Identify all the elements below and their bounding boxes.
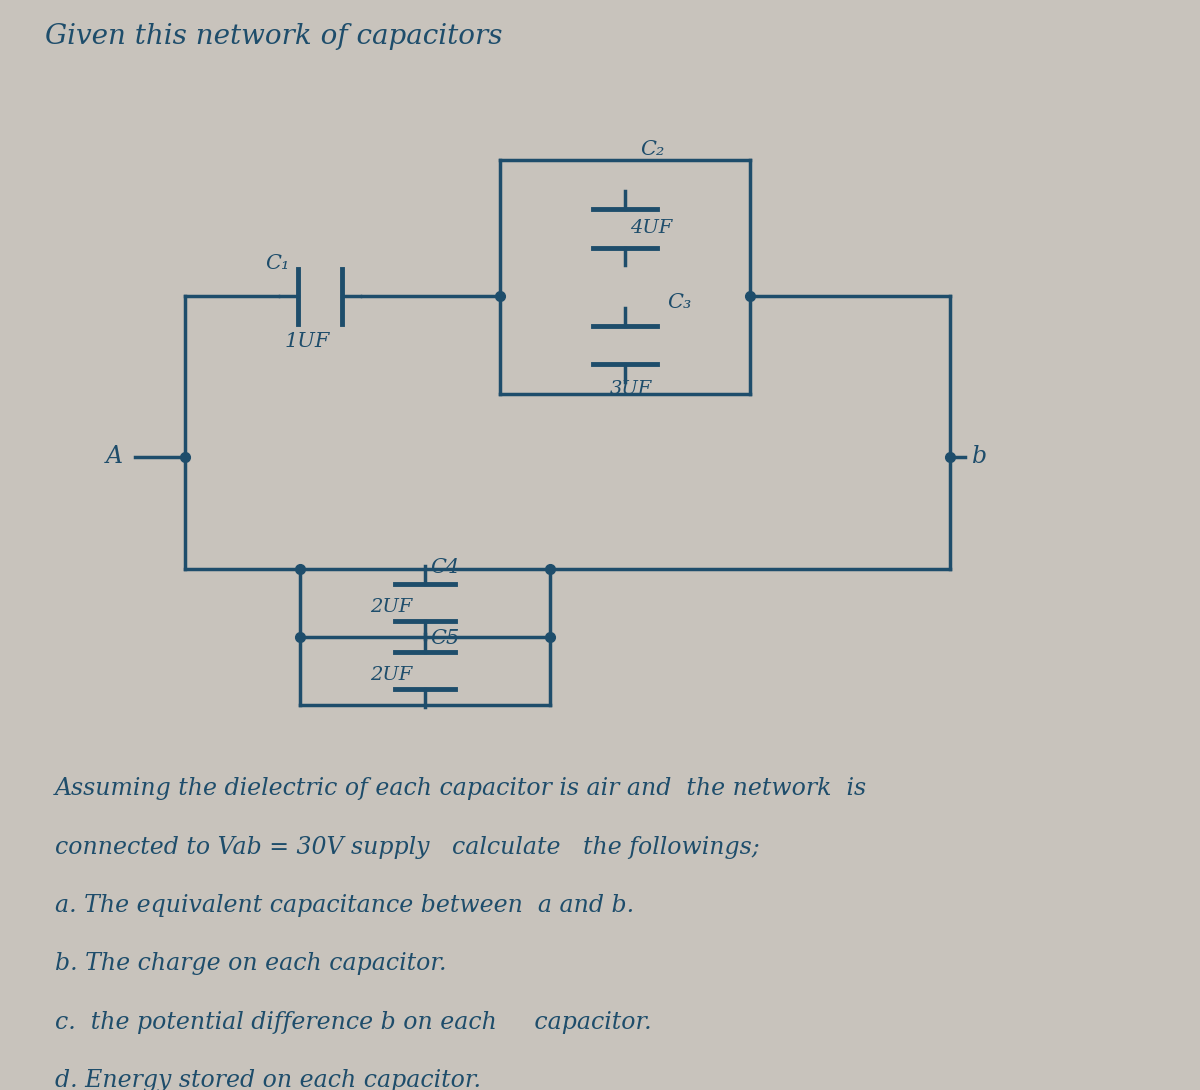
Text: b: b <box>972 445 988 469</box>
Text: C₁: C₁ <box>265 254 289 274</box>
Text: 4UF: 4UF <box>630 219 672 238</box>
Text: a. The equivalent capacitance between  a and b.: a. The equivalent capacitance between a … <box>55 894 634 917</box>
Text: Given this network of capacitors: Given this network of capacitors <box>46 23 503 50</box>
Text: c.  the potential difference b on each     capacitor.: c. the potential difference b on each ca… <box>55 1010 652 1033</box>
Text: b. The charge on each capacitor.: b. The charge on each capacitor. <box>55 953 446 976</box>
Text: C4: C4 <box>430 558 460 578</box>
Text: C5: C5 <box>430 629 460 649</box>
Text: 1UF: 1UF <box>286 332 330 351</box>
Text: 2UF: 2UF <box>370 598 413 616</box>
Text: 3UF: 3UF <box>610 379 653 398</box>
Text: 2UF: 2UF <box>370 666 413 685</box>
Text: Assuming the dielectric of each capacitor is air and  the network  is: Assuming the dielectric of each capacito… <box>55 777 868 800</box>
Text: A: A <box>106 445 124 469</box>
Text: C₃: C₃ <box>667 293 691 312</box>
Text: d. Energy stored on each capacitor.: d. Energy stored on each capacitor. <box>55 1069 481 1090</box>
Text: connected to Vab = 30V supply   calculate   the followings;: connected to Vab = 30V supply calculate … <box>55 836 760 859</box>
Text: C₂: C₂ <box>640 141 665 159</box>
